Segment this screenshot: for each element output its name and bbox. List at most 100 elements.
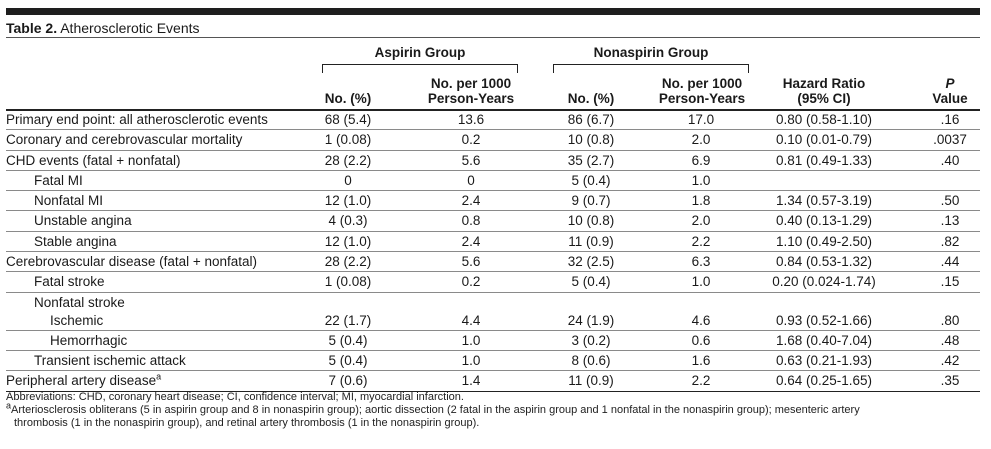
cell-hazard-ratio: 0.93 (0.52-1.66) [775,312,873,328]
cell-p-value: .0037 [933,132,967,148]
cell-hazard-ratio: 0.81 (0.49-1.33) [775,152,873,168]
cell-hazard-ratio: 0.20 (0.024-1.74) [772,274,876,290]
cell-hazard-ratio: 0.84 (0.53-1.32) [775,254,873,270]
cell-aspirin-no: 4 (0.3) [328,213,368,229]
cell-nonaspirin-rate: 2.0 [691,132,711,148]
cell-nonaspirin-no: 32 (2.5) [567,254,615,270]
group-header-aspirin: Aspirin Group [374,45,466,60]
row-label: Unstable angina [34,213,132,229]
cell-aspirin-no: 1 (0.08) [324,274,372,290]
cell-aspirin-rate: 0 [467,172,475,188]
cell-aspirin-rate: 0.2 [461,132,481,148]
cell-hazard-ratio: 1.34 (0.57-3.19) [775,193,873,209]
table-row: Hemorrhagic 5 (0.4) 1.0 3 (0.2) 0.6 1.68… [6,331,980,351]
table-row: Fatal MI 0 0 5 (0.4) 1.0 [6,171,980,192]
table-row: Nonfatal stroke Ischemic 22 (1.7) 4.4 24… [6,293,980,331]
row-label: Nonfatal stroke [34,294,125,310]
col-header-rate-line1: No. per 1000 [661,76,743,91]
footnote-abbreviations: Abbreviations: CHD, coronary heart disea… [6,391,464,403]
cell-p-value: .16 [940,112,960,127]
footnote-a-line1: Arteriosclerosis obliterans (5 in aspiri… [11,404,860,416]
cell-p-value: .80 [940,312,960,328]
table-body: Primary end point: all atherosclerotic e… [6,110,980,392]
title-rule [6,37,980,38]
cell-nonaspirin-no: 24 (1.9) [567,312,615,328]
cell-aspirin-rate: 13.6 [457,112,485,127]
cell-p-value: .40 [940,152,960,168]
cell-p-value: .82 [940,233,960,249]
cell-nonaspirin-no: 10 (0.8) [567,213,615,229]
table-row: Coronary and cerebrovascular mortality 1… [6,130,980,151]
footnote-marker: a [156,371,162,382]
cell-nonaspirin-rate: 17.0 [687,112,715,127]
cell-nonaspirin-rate: 1.0 [691,172,711,188]
col-header-hr-line1: Hazard Ratio [782,76,866,91]
col-header-aspirin-rate: No. per 1000 Person-Years [411,76,531,106]
cell-aspirin-rate: 1.0 [461,352,481,368]
row-label: Coronary and cerebrovascular mortality [6,132,243,148]
cell-hazard-ratio: 1.68 (0.40-7.04) [775,332,873,348]
cell-aspirin-no: 68 (5.4) [324,112,372,127]
table-row: CHD events (fatal + nonfatal) 28 (2.2) 5… [6,151,980,171]
cell-p-value: .13 [940,213,960,229]
cell-hazard-ratio: 0.64 (0.25-1.65) [775,373,873,389]
col-header-p-line2: Value [932,91,968,106]
footnote-a-cont: thrombosis (1 in the nonaspirin group), … [14,417,480,429]
cell-nonaspirin-rate: 2.2 [691,373,711,389]
cell-aspirin-rate: 1.0 [461,332,481,348]
cell-hazard-ratio: 0.10 (0.01-0.79) [775,132,873,148]
header-rule [6,109,980,111]
row-label: CHD events (fatal + nonfatal) [6,152,181,168]
cell-hazard-ratio: 1.10 (0.49-2.50) [775,233,873,249]
cell-hazard-ratio: 0.40 (0.13-1.29) [775,213,873,229]
top-rule [6,8,980,15]
col-header-rate-line2: Person-Years [658,91,746,106]
cell-nonaspirin-no: 11 (0.9) [568,233,614,249]
cell-hazard-ratio: 0.80 (0.58-1.10) [775,112,873,127]
row-label: Transient ischemic attack [34,352,186,368]
footnote-a-marker: a [6,400,12,411]
row-label: Primary end point: all atherosclerotic e… [6,112,268,127]
cell-aspirin-rate: 1.4 [461,373,481,389]
cell-aspirin-no: 12 (1.0) [324,233,372,249]
col-header-p-value: P Value [924,76,976,106]
table-number: Table 2. [6,20,58,36]
cell-aspirin-rate: 4.4 [461,312,481,328]
cell-nonaspirin-no: 9 (0.7) [571,193,611,209]
table-row: Stable angina 12 (1.0) 2.4 11 (0.9) 2.2 … [6,232,980,253]
cell-hazard-ratio: 0.63 (0.21-1.93) [775,352,873,368]
col-header-rate-line2: Person-Years [427,91,515,106]
table-caption: Atherosclerotic Events [60,20,200,36]
cell-p-value: .35 [940,373,960,389]
cell-nonaspirin-no: 5 (0.4) [571,172,611,188]
col-header-hazard-ratio: Hazard Ratio (95% CI) [764,76,884,106]
cell-nonaspirin-rate: 2.0 [691,213,711,229]
cell-aspirin-no: 7 (0.6) [328,373,368,389]
table-row: Peripheral artery diseasea 7 (0.6) 1.4 1… [6,371,980,392]
group-bracket-nonaspirin [553,64,749,73]
col-header-rate-line1: No. per 1000 [430,76,512,91]
col-header-aspirin-no: No. (%) [324,91,372,106]
cell-p-value: .15 [940,274,960,290]
row-label: Hemorrhagic [50,332,128,348]
cell-aspirin-rate: 2.4 [461,233,481,249]
cell-aspirin-no: 22 (1.7) [324,312,372,328]
table-row: Cerebrovascular disease (fatal + nonfata… [6,252,980,273]
cell-aspirin-rate: 0.8 [461,213,481,229]
cell-nonaspirin-no: 5 (0.4) [571,274,611,290]
footnote-a: aArteriosclerosis obliterans (5 in aspir… [6,401,980,417]
cell-p-value: .50 [940,193,960,209]
cell-aspirin-rate: 0.2 [461,274,481,290]
cell-nonaspirin-rate: 4.6 [691,312,711,328]
table-row: Transient ischemic attack 5 (0.4) 1.0 8 … [6,351,980,372]
cell-nonaspirin-rate: 6.3 [691,254,711,270]
cell-nonaspirin-no: 86 (6.7) [567,112,615,127]
cell-aspirin-no: 1 (0.08) [324,132,372,148]
cell-nonaspirin-rate: 1.0 [691,274,711,290]
group-bracket-aspirin [322,64,518,73]
cell-aspirin-no: 28 (2.2) [324,254,372,270]
row-label: Nonfatal MI [34,193,104,209]
cell-aspirin-no: 5 (0.4) [328,332,368,348]
cell-aspirin-rate: 2.4 [461,193,481,209]
row-sublabel: Ischemic [50,312,104,328]
